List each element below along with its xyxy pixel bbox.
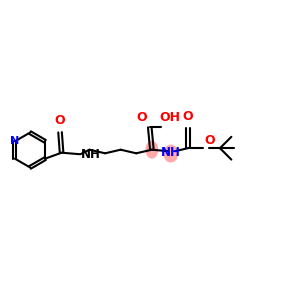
- Text: O: O: [183, 110, 193, 123]
- Text: O: O: [55, 114, 65, 127]
- Text: N: N: [10, 136, 20, 146]
- Ellipse shape: [146, 141, 158, 158]
- Text: NH: NH: [161, 146, 181, 159]
- Text: O: O: [204, 134, 215, 147]
- Ellipse shape: [164, 145, 178, 162]
- Text: O: O: [136, 111, 147, 124]
- Text: OH: OH: [159, 111, 180, 124]
- Text: NH: NH: [81, 148, 101, 161]
